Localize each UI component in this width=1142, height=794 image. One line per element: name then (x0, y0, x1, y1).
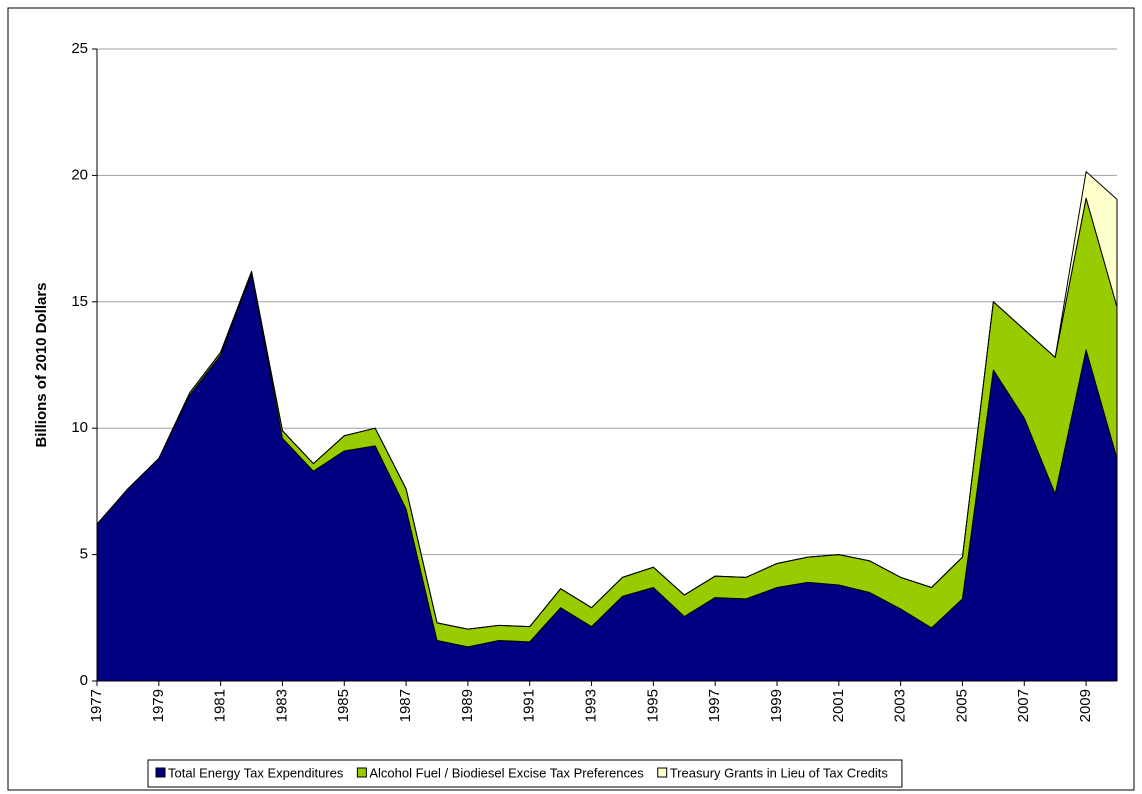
legend-swatch (155, 767, 166, 778)
legend-label: Total Energy Tax Expenditures (168, 765, 344, 780)
legend-swatch (356, 767, 367, 778)
legend-label: Treasury Grants in Lieu of Tax Credits (670, 765, 889, 780)
x-tick-label: 1999 (768, 689, 785, 722)
x-tick-label: 2005 (953, 689, 970, 722)
legend-swatch (657, 767, 668, 778)
y-tick-label: 25 (71, 40, 88, 57)
legend: Total Energy Tax Expenditures Alcohol Fue… (147, 759, 903, 788)
y-tick-label: 0 (80, 672, 88, 689)
x-tick-label: 2009 (1077, 689, 1094, 722)
x-tick-label: 1979 (150, 689, 167, 722)
y-tick-label: 15 (71, 293, 88, 310)
x-tick-label: 1993 (583, 689, 600, 722)
x-tick-label: 2003 (892, 689, 909, 722)
y-tick-label: 5 (80, 546, 88, 563)
y-tick-label: 20 (71, 166, 88, 183)
legend-box (147, 759, 903, 788)
y-axis-label: Billions of 2010 Dollars (33, 282, 50, 447)
x-tick-label: 2001 (830, 689, 847, 722)
x-tick-label: 1991 (521, 689, 538, 722)
x-tick-label: 2007 (1015, 689, 1032, 722)
area (96, 171, 1118, 630)
x-tick-label: 1995 (644, 689, 661, 722)
y-tick-label: 10 (71, 419, 88, 436)
x-tick-label: 1977 (88, 689, 105, 722)
x-tick-label: 1997 (706, 689, 723, 722)
x-tick-label: 1981 (212, 689, 229, 722)
x-tick-label: 1983 (273, 689, 290, 722)
legend-label: Alcohol Fuel / Biodiesel Excise Tax Pref… (369, 765, 644, 780)
x-tick-label: 1989 (459, 689, 476, 722)
x-tick-label: 1985 (335, 689, 352, 722)
x-tick-label: 1987 (397, 689, 414, 722)
